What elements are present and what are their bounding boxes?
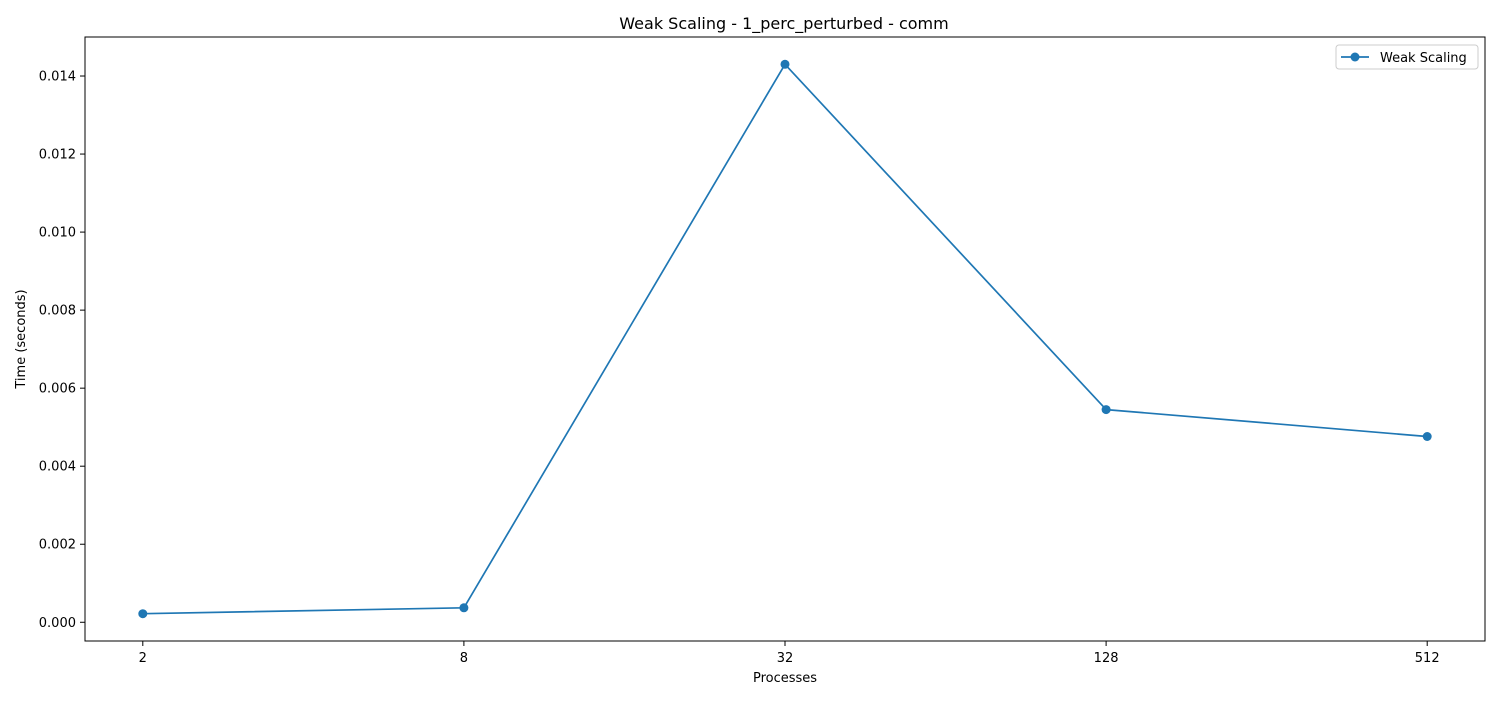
y-tick-label: 0.004 (39, 460, 76, 475)
chart-title: Weak Scaling - 1_perc_perturbed - comm (619, 14, 948, 34)
x-tick-label: 32 (777, 651, 794, 666)
y-axis-label: Time (seconds) (14, 289, 29, 389)
x-axis-ticks: 2 8 32 128 512 (139, 641, 1440, 666)
y-tick-label: 0.006 (39, 382, 76, 397)
data-point (138, 609, 148, 619)
x-tick-label: 512 (1415, 651, 1440, 666)
data-point (1422, 432, 1432, 441)
y-tick-label: 0.010 (39, 226, 76, 241)
y-tick-label: 0.002 (39, 538, 76, 553)
x-axis-label: Processes (753, 671, 817, 686)
y-tick-label: 0.000 (39, 616, 76, 631)
series-layer (138, 59, 1432, 619)
legend-label: Weak Scaling (1380, 51, 1467, 66)
legend-box (1335, 44, 1479, 70)
data-point (459, 603, 469, 613)
y-tick-label: 0.012 (39, 148, 76, 163)
legend-marker (1350, 52, 1360, 62)
series-line (142, 63, 1428, 615)
y-axis-ticks: 0.000 0.002 0.004 0.006 0.008 0.010 0.012 0.014 (39, 70, 85, 631)
legend: Weak Scaling (1335, 44, 1479, 70)
data-point (1101, 405, 1111, 415)
x-tick-label: 128 (1094, 651, 1119, 666)
data-point (780, 59, 790, 69)
x-tick-label: 8 (460, 651, 468, 666)
x-tick-label: 2 (139, 651, 147, 666)
y-tick-label: 0.014 (39, 70, 76, 85)
y-tick-label: 0.008 (39, 304, 76, 319)
plot-area-frame (84, 36, 1486, 642)
